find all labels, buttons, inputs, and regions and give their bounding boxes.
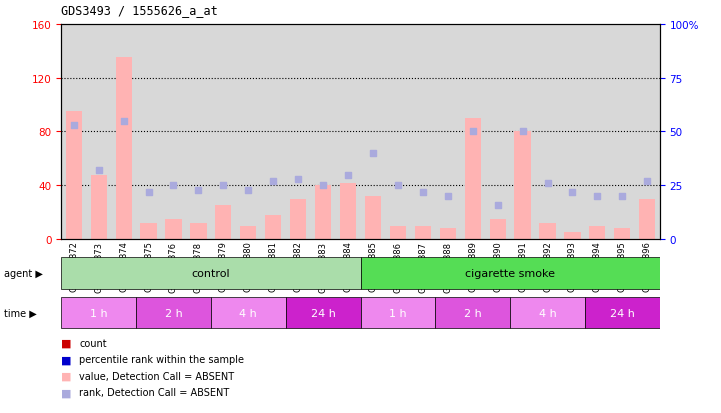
Bar <box>510 297 585 329</box>
Text: ■: ■ <box>61 338 72 348</box>
Text: 4 h: 4 h <box>539 308 557 318</box>
Text: 2 h: 2 h <box>464 308 482 318</box>
Bar <box>115 58 132 240</box>
Point <box>342 172 354 178</box>
Bar <box>286 297 360 329</box>
Point <box>293 176 304 183</box>
Bar <box>240 226 257 240</box>
Bar <box>91 175 107 240</box>
Text: agent ▶: agent ▶ <box>4 268 43 279</box>
Bar <box>639 199 655 240</box>
Text: 4 h: 4 h <box>239 308 257 318</box>
Bar <box>61 258 360 290</box>
Bar <box>61 297 136 329</box>
Bar <box>515 132 531 240</box>
Bar <box>585 297 660 329</box>
Bar <box>435 297 510 329</box>
Point <box>616 193 628 200</box>
Bar <box>539 223 556 240</box>
Point <box>218 183 229 189</box>
Bar <box>365 197 381 240</box>
Point <box>143 189 154 196</box>
Point <box>317 183 329 189</box>
Bar <box>141 223 156 240</box>
Point <box>492 202 503 209</box>
Bar <box>165 219 182 240</box>
Text: ■: ■ <box>61 387 72 397</box>
Text: time ▶: time ▶ <box>4 308 36 318</box>
Text: 24 h: 24 h <box>311 308 335 318</box>
Point <box>242 187 254 193</box>
Text: count: count <box>79 338 107 348</box>
Point <box>442 193 454 200</box>
Point <box>417 189 428 196</box>
Text: 2 h: 2 h <box>164 308 182 318</box>
Bar <box>490 219 505 240</box>
Bar <box>415 226 431 240</box>
Point <box>168 183 180 189</box>
Point <box>541 180 553 187</box>
Point <box>193 187 204 193</box>
Bar <box>390 226 406 240</box>
Point <box>68 122 79 129</box>
Point <box>118 118 129 125</box>
Bar <box>360 258 660 290</box>
Point <box>517 129 528 135</box>
Text: 1 h: 1 h <box>90 308 107 318</box>
Bar <box>614 229 630 240</box>
Text: 1 h: 1 h <box>389 308 407 318</box>
Text: ■: ■ <box>61 354 72 364</box>
Bar <box>211 297 286 329</box>
Bar <box>589 226 606 240</box>
Bar <box>265 216 281 240</box>
Point <box>392 183 404 189</box>
Text: percentile rank within the sample: percentile rank within the sample <box>79 354 244 364</box>
Text: GDS3493 / 1555626_a_at: GDS3493 / 1555626_a_at <box>61 4 218 17</box>
Point <box>567 189 578 196</box>
Bar <box>190 223 206 240</box>
Text: cigarette smoke: cigarette smoke <box>465 268 555 279</box>
Bar <box>315 186 331 240</box>
Point <box>267 178 279 185</box>
Bar <box>440 229 456 240</box>
Bar <box>464 119 481 240</box>
Bar <box>66 112 82 240</box>
Text: ■: ■ <box>61 371 72 381</box>
Point <box>367 150 379 157</box>
Text: control: control <box>192 268 230 279</box>
Bar <box>565 233 580 240</box>
Text: 24 h: 24 h <box>610 308 634 318</box>
Point <box>467 129 479 135</box>
Text: rank, Detection Call = ABSENT: rank, Detection Call = ABSENT <box>79 387 229 397</box>
Bar <box>290 199 306 240</box>
Bar <box>360 297 435 329</box>
Point <box>93 168 105 174</box>
Bar <box>340 183 356 240</box>
Point <box>592 193 603 200</box>
Text: value, Detection Call = ABSENT: value, Detection Call = ABSENT <box>79 371 234 381</box>
Bar <box>216 206 231 240</box>
Bar <box>136 297 211 329</box>
Point <box>642 178 653 185</box>
